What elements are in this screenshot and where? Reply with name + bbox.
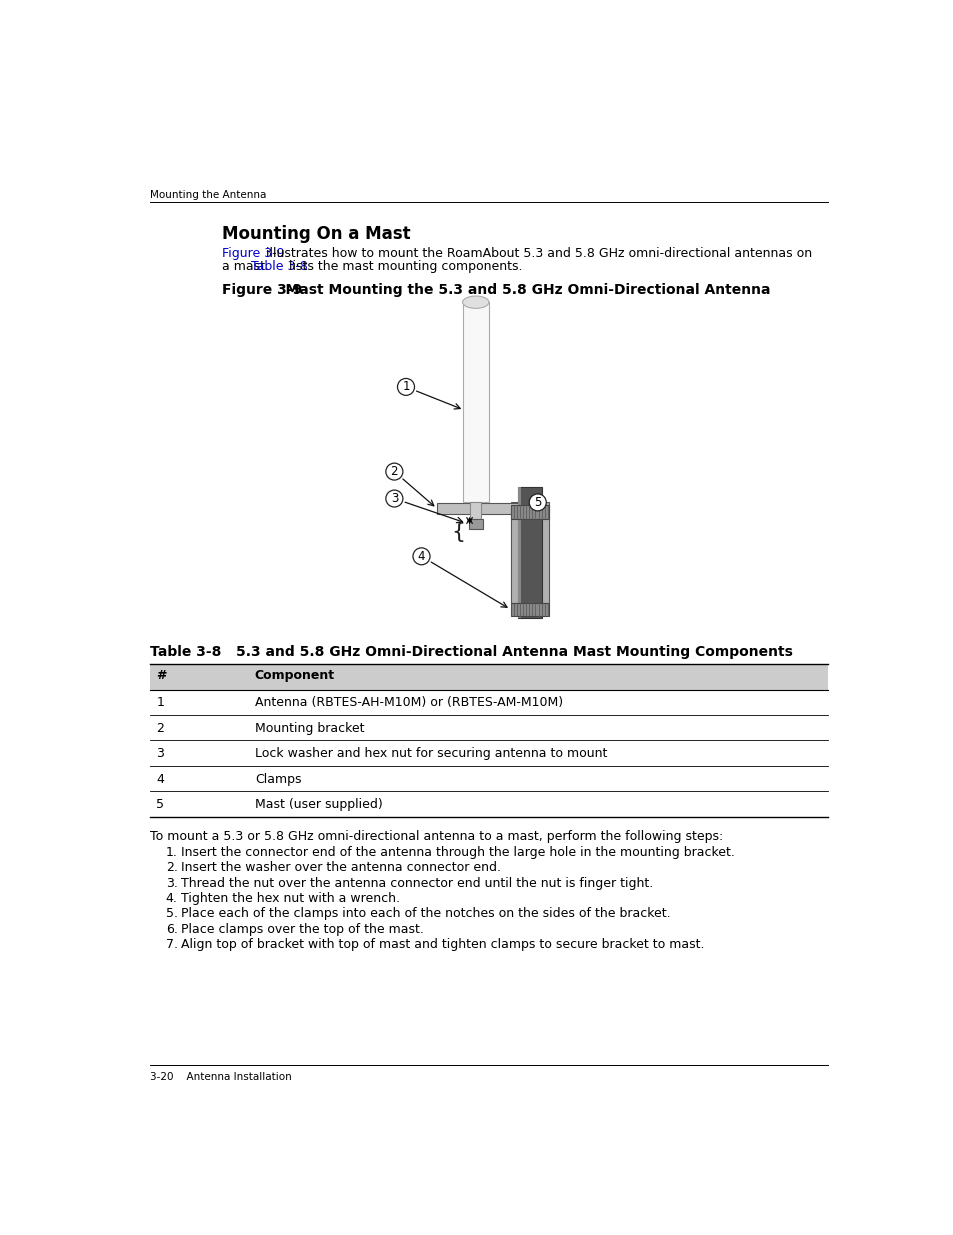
Text: Insert the washer over the antenna connector end.: Insert the washer over the antenna conne… — [181, 861, 500, 874]
Text: Figure 3-9: Figure 3-9 — [222, 283, 302, 296]
Text: To mount a 5.3 or 5.8 GHz omni-directional antenna to a mast, perform the follow: To mount a 5.3 or 5.8 GHz omni-direction… — [150, 830, 722, 844]
Text: Insert the connector end of the antenna through the large hole in the mounting b: Insert the connector end of the antenna … — [181, 846, 735, 858]
Text: 3: 3 — [391, 492, 397, 505]
Circle shape — [385, 463, 402, 480]
Text: Antenna (RBTES-AH-M10M) or (RBTES-AM-M10M): Antenna (RBTES-AH-M10M) or (RBTES-AM-M10… — [254, 697, 562, 709]
Text: Figure 3-9: Figure 3-9 — [222, 247, 285, 259]
Text: 5: 5 — [156, 798, 164, 811]
Text: 5: 5 — [534, 496, 541, 509]
Text: 4: 4 — [156, 773, 164, 785]
Text: Align top of bracket with top of mast and tighten clamps to secure bracket to ma: Align top of bracket with top of mast an… — [181, 939, 704, 951]
Bar — [150, 664, 827, 689]
Text: Place each of the clamps into each of the notches on the sides of the bracket.: Place each of the clamps into each of th… — [181, 908, 670, 920]
Text: Tighten the hex nut with a wrench.: Tighten the hex nut with a wrench. — [181, 892, 400, 905]
Text: Mast Mounting the 5.3 and 5.8 GHz Omni-Directional Antenna: Mast Mounting the 5.3 and 5.8 GHz Omni-D… — [266, 283, 770, 296]
Text: illustrates how to mount the RoamAbout 5.3 and 5.8 GHz omni-directional antennas: illustrates how to mount the RoamAbout 5… — [261, 247, 811, 259]
Text: Clamps: Clamps — [254, 773, 301, 785]
Text: 2.: 2. — [166, 861, 177, 874]
Bar — [470, 503, 480, 520]
Ellipse shape — [462, 296, 488, 309]
Text: Mounting On a Mast: Mounting On a Mast — [222, 225, 411, 243]
Text: Mounting bracket: Mounting bracket — [254, 721, 364, 735]
Text: Table 3-8   5.3 and 5.8 GHz Omni-Directional Antenna Mast Mounting Components: Table 3-8 5.3 and 5.8 GHz Omni-Direction… — [150, 645, 792, 658]
Text: Mast (user supplied): Mast (user supplied) — [254, 798, 382, 811]
Text: 3-20    Antenna Installation: 3-20 Antenna Installation — [150, 1072, 292, 1082]
Text: 7.: 7. — [166, 939, 177, 951]
Bar — [436, 503, 537, 514]
Text: 3: 3 — [156, 747, 164, 761]
Bar — [517, 487, 521, 618]
Text: 4.: 4. — [166, 892, 177, 905]
Text: Thread the nut over the antenna connector end until the nut is finger tight.: Thread the nut over the antenna connecto… — [181, 877, 653, 889]
Text: Table 3-8: Table 3-8 — [251, 259, 308, 273]
Text: 5.: 5. — [166, 908, 177, 920]
Text: Component: Component — [254, 669, 335, 683]
Text: Place clamps over the top of the mast.: Place clamps over the top of the mast. — [181, 923, 424, 936]
Text: 2: 2 — [390, 466, 397, 478]
Circle shape — [529, 494, 546, 511]
Circle shape — [385, 490, 402, 508]
Text: 6.: 6. — [166, 923, 177, 936]
Text: 1: 1 — [156, 697, 164, 709]
Bar — [517, 487, 542, 618]
Text: 1.: 1. — [166, 846, 177, 858]
Text: 3.: 3. — [166, 877, 177, 889]
Text: 2: 2 — [156, 721, 164, 735]
Circle shape — [397, 378, 415, 395]
Bar — [511, 503, 548, 603]
Text: 4: 4 — [417, 550, 425, 563]
Bar — [510, 603, 549, 616]
Text: a mast.: a mast. — [222, 259, 274, 273]
Text: 1: 1 — [402, 380, 410, 394]
Text: lists the mast mounting components.: lists the mast mounting components. — [285, 259, 522, 273]
Text: Lock washer and hex nut for securing antenna to mount: Lock washer and hex nut for securing ant… — [254, 747, 607, 761]
Bar — [468, 520, 482, 529]
Circle shape — [413, 548, 430, 564]
Text: {: { — [451, 521, 465, 542]
Bar — [462, 303, 489, 503]
Text: #: # — [156, 669, 167, 683]
Bar — [510, 505, 549, 519]
Text: Mounting the Antenna: Mounting the Antenna — [150, 190, 266, 200]
